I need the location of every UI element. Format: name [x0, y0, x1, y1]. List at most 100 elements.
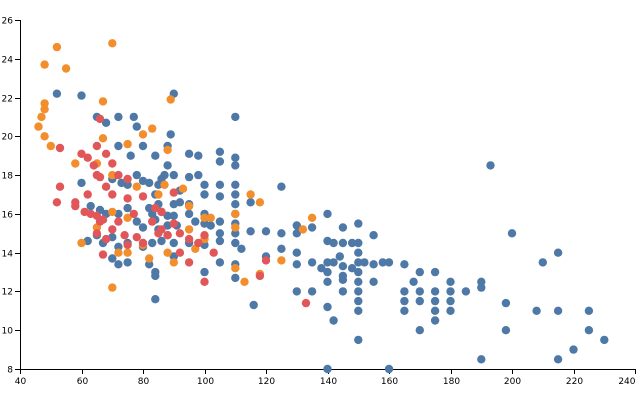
data-point-blue[interactable]: [77, 178, 86, 188]
data-point-orange[interactable]: [61, 64, 71, 73]
data-point-blue[interactable]: [501, 326, 511, 335]
data-point-red[interactable]: [92, 229, 102, 238]
data-point-blue[interactable]: [338, 287, 348, 296]
data-point-red[interactable]: [114, 170, 123, 180]
data-point-blue[interactable]: [184, 172, 194, 182]
data-point-blue[interactable]: [114, 141, 123, 151]
data-point-orange[interactable]: [163, 145, 172, 155]
data-point-blue[interactable]: [415, 296, 424, 306]
data-point-red[interactable]: [120, 231, 129, 240]
data-point-blue[interactable]: [191, 217, 200, 226]
data-point-red[interactable]: [108, 190, 117, 199]
data-point-blue[interactable]: [148, 238, 157, 248]
data-point-blue[interactable]: [101, 118, 111, 128]
data-point-orange[interactable]: [40, 132, 49, 141]
data-point-orange[interactable]: [138, 130, 148, 139]
data-point-red[interactable]: [138, 238, 148, 248]
data-point-orange[interactable]: [307, 213, 317, 222]
data-point-blue[interactable]: [323, 258, 332, 267]
data-point-blue[interactable]: [277, 244, 286, 253]
data-point-blue[interactable]: [584, 326, 594, 335]
data-point-blue[interactable]: [400, 306, 409, 315]
data-point-blue[interactable]: [206, 221, 215, 230]
data-point-orange[interactable]: [169, 258, 178, 267]
data-point-blue[interactable]: [354, 238, 363, 248]
data-point-orange[interactable]: [132, 182, 141, 191]
data-point-orange[interactable]: [34, 122, 43, 131]
data-point-red[interactable]: [184, 234, 194, 244]
data-point-blue[interactable]: [323, 364, 332, 374]
data-point-blue[interactable]: [323, 209, 332, 219]
data-point-blue[interactable]: [132, 217, 141, 226]
data-point-blue[interactable]: [553, 248, 563, 257]
data-point-blue[interactable]: [169, 252, 178, 261]
data-point-orange[interactable]: [52, 42, 62, 52]
data-point-orange[interactable]: [154, 190, 163, 199]
data-point-blue[interactable]: [231, 238, 240, 248]
data-point-orange[interactable]: [240, 277, 249, 286]
data-point-red[interactable]: [95, 114, 105, 124]
data-point-blue[interactable]: [538, 258, 547, 267]
data-point-orange[interactable]: [145, 254, 154, 263]
data-point-blue[interactable]: [400, 296, 409, 306]
data-point-orange[interactable]: [160, 180, 169, 189]
data-point-orange[interactable]: [148, 124, 157, 133]
data-point-blue[interactable]: [292, 229, 301, 238]
data-point-blue[interactable]: [200, 267, 209, 277]
data-point-blue[interactable]: [600, 335, 609, 345]
data-point-blue[interactable]: [430, 296, 440, 306]
data-point-orange[interactable]: [231, 223, 240, 232]
data-point-blue[interactable]: [446, 296, 455, 306]
data-point-blue[interactable]: [307, 287, 317, 296]
data-point-blue[interactable]: [160, 170, 169, 180]
data-point-orange[interactable]: [71, 159, 80, 168]
data-point-blue[interactable]: [553, 355, 563, 364]
data-point-orange[interactable]: [178, 184, 188, 193]
data-point-blue[interactable]: [400, 260, 409, 269]
data-point-blue[interactable]: [114, 112, 123, 122]
data-point-red[interactable]: [95, 217, 105, 226]
data-point-blue[interactable]: [166, 130, 175, 139]
data-point-blue[interactable]: [369, 260, 378, 269]
data-point-red[interactable]: [175, 248, 185, 257]
data-point-blue[interactable]: [507, 229, 517, 238]
data-point-blue[interactable]: [114, 242, 123, 251]
data-point-blue[interactable]: [145, 178, 154, 188]
data-point-blue[interactable]: [569, 345, 578, 354]
data-point-blue[interactable]: [354, 248, 363, 257]
data-point-blue[interactable]: [584, 306, 594, 315]
data-point-blue[interactable]: [430, 267, 440, 277]
data-point-blue[interactable]: [215, 229, 225, 238]
data-point-orange[interactable]: [255, 198, 265, 207]
data-point-red[interactable]: [123, 174, 132, 184]
data-point-blue[interactable]: [354, 267, 363, 277]
data-point-blue[interactable]: [215, 236, 225, 246]
data-point-blue[interactable]: [123, 203, 132, 213]
data-point-blue[interactable]: [129, 112, 138, 122]
data-point-blue[interactable]: [354, 335, 363, 345]
data-point-blue[interactable]: [338, 262, 348, 271]
data-point-red[interactable]: [89, 161, 99, 170]
data-point-blue[interactable]: [108, 254, 117, 263]
data-point-blue[interactable]: [114, 260, 123, 269]
data-point-blue[interactable]: [151, 151, 160, 160]
data-point-blue[interactable]: [292, 248, 301, 257]
data-point-orange[interactable]: [184, 225, 194, 234]
data-point-blue[interactable]: [329, 238, 338, 248]
data-point-blue[interactable]: [354, 296, 363, 306]
data-point-orange[interactable]: [108, 207, 117, 217]
data-point-blue[interactable]: [123, 180, 132, 189]
data-point-red[interactable]: [108, 225, 117, 234]
data-point-red[interactable]: [55, 143, 65, 153]
data-point-blue[interactable]: [123, 258, 132, 267]
data-point-blue[interactable]: [415, 267, 424, 277]
data-point-blue[interactable]: [184, 209, 194, 219]
data-point-blue[interactable]: [231, 112, 240, 122]
data-point-blue[interactable]: [347, 264, 357, 273]
data-point-blue[interactable]: [231, 273, 240, 283]
data-point-blue[interactable]: [277, 229, 286, 238]
data-point-red[interactable]: [157, 225, 166, 234]
data-point-red[interactable]: [255, 271, 265, 281]
data-point-blue[interactable]: [347, 238, 357, 248]
data-point-orange[interactable]: [166, 95, 175, 104]
